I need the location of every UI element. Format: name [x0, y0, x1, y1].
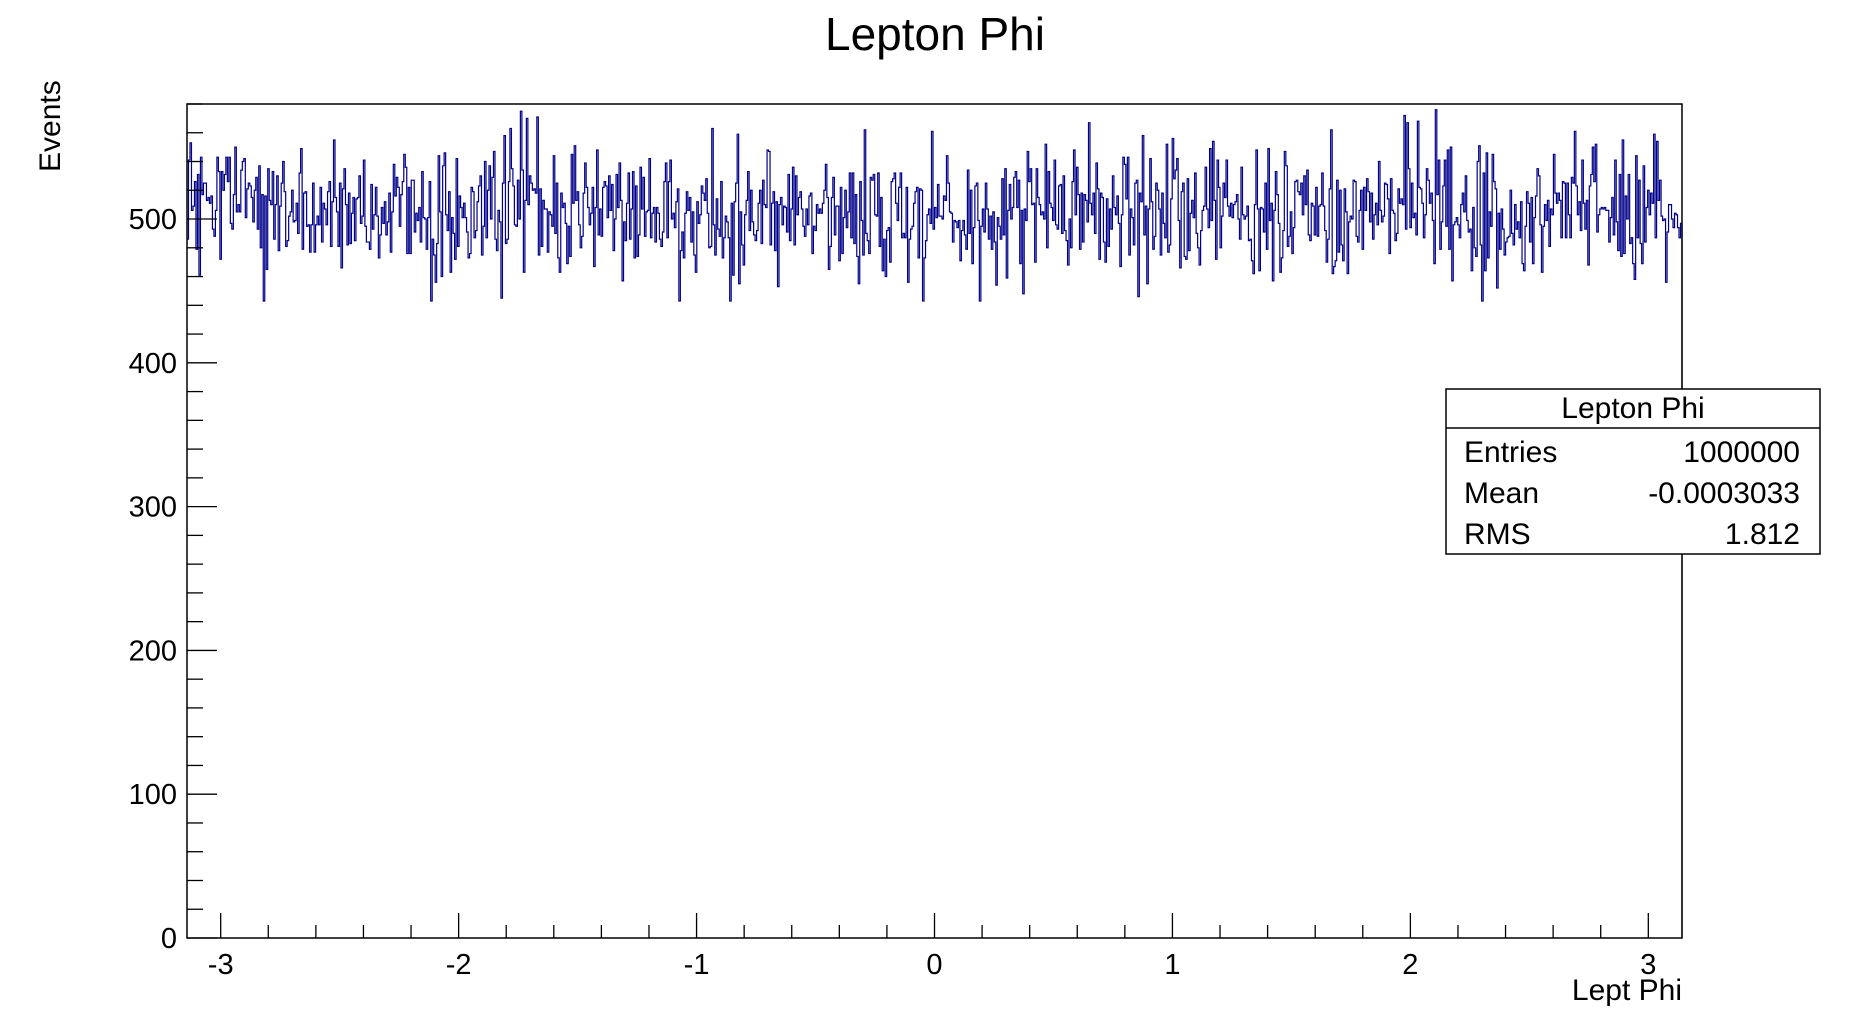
x-tick-label: 0 [926, 949, 942, 981]
axes: 0 100 200 300 400 500 -3 -2 -1 0 1 2 3 [129, 103, 1656, 981]
histogram-layer [187, 109, 1683, 938]
stats-rms-value: 1.812 [1725, 518, 1800, 551]
x-tick-label: 2 [1402, 949, 1418, 981]
stats-box: Lepton Phi Entries 1000000 Mean -0.00030… [1445, 388, 1821, 555]
y-tick-label: 300 [129, 492, 177, 524]
stats-mean-value: -0.0003033 [1648, 477, 1800, 510]
y-tick-label: 200 [129, 635, 177, 667]
x-tick-label: -1 [684, 949, 710, 981]
y-tick-label: 500 [129, 204, 177, 236]
stats-rms-label: RMS [1464, 518, 1531, 551]
stats-entries-value: 1000000 [1683, 436, 1800, 469]
stats-entries-label: Entries [1464, 436, 1557, 469]
histogram-line [187, 109, 1683, 938]
x-tick-label: -2 [446, 949, 472, 981]
stats-box-title: Lepton Phi [1561, 392, 1704, 425]
y-axis-title: Events [34, 80, 67, 172]
stats-box-frame [1445, 388, 1821, 555]
x-tick-label: -3 [208, 949, 234, 981]
x-axis-title: Lept Phi [1572, 974, 1682, 1007]
x-tick-label: 1 [1164, 949, 1180, 981]
y-tick-label: 400 [129, 348, 177, 380]
y-tick-label: 0 [161, 923, 177, 955]
x-tick-label: 3 [1640, 949, 1656, 981]
chart-title: Lepton Phi [825, 8, 1045, 60]
stats-mean-label: Mean [1464, 477, 1539, 510]
y-tick-label: 100 [129, 779, 177, 811]
